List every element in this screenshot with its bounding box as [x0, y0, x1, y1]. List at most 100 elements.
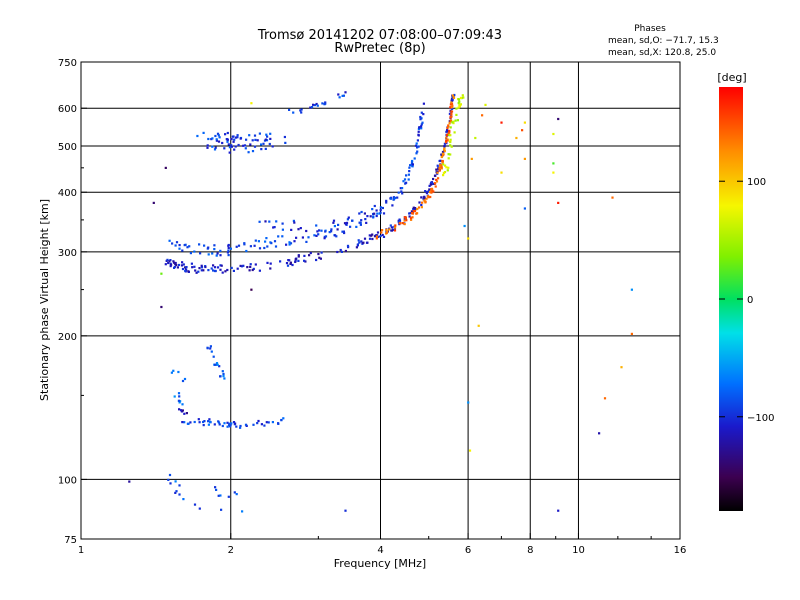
echo-point — [177, 392, 181, 395]
chart-title: Tromsø 20141202 07:08:00–07:09:43 — [257, 28, 502, 43]
echo-point — [305, 240, 308, 243]
echo-point — [445, 166, 448, 169]
echo-point — [223, 422, 226, 425]
echo-point — [308, 254, 311, 257]
echo-point — [323, 237, 326, 240]
echo-point — [453, 131, 456, 134]
echo-point — [221, 424, 224, 428]
echo-point — [420, 123, 423, 126]
echo-point — [450, 110, 453, 113]
echo-point — [181, 379, 185, 383]
echo-point — [173, 395, 176, 398]
echo-point — [420, 206, 423, 209]
echo-point — [299, 227, 302, 230]
echo-point — [500, 121, 503, 124]
echo-point — [422, 102, 425, 105]
echo-point — [396, 196, 399, 199]
echo-point — [221, 271, 224, 274]
echo-point — [410, 212, 414, 215]
echo-point — [186, 422, 189, 425]
echo-point — [630, 332, 633, 335]
echo-point — [442, 163, 445, 166]
echo-point — [440, 166, 443, 169]
echo-point — [288, 241, 291, 244]
echo-point — [377, 235, 380, 238]
echo-point — [344, 249, 347, 253]
echo-point — [244, 423, 248, 426]
echo-point — [448, 122, 451, 125]
echo-point — [254, 239, 257, 242]
echo-point — [172, 260, 175, 263]
echo-point — [271, 145, 274, 148]
echo-point — [177, 263, 181, 267]
y-axis-ticks: 75 100 200 300 400 500 600 750 — [58, 58, 87, 546]
echo-point — [345, 221, 349, 224]
echo-point — [411, 165, 414, 168]
echo-point — [438, 167, 441, 170]
echo-point — [256, 139, 259, 142]
echo-point — [412, 210, 415, 213]
echo-point — [342, 230, 345, 233]
echo-point — [207, 423, 210, 426]
echo-point — [212, 269, 215, 272]
echo-point — [373, 212, 376, 215]
echo-point — [174, 262, 177, 265]
echo-point — [611, 196, 614, 199]
echo-point — [207, 420, 210, 423]
y-tick-label: 600 — [58, 104, 77, 115]
echo-point — [429, 191, 432, 194]
echo-point — [315, 258, 318, 262]
echo-point — [447, 157, 450, 160]
echo-point — [435, 168, 438, 171]
echo-point — [182, 498, 185, 501]
echo-point — [204, 265, 207, 269]
echo-point — [360, 219, 363, 222]
echo-point — [264, 147, 267, 150]
echo-point — [443, 145, 446, 148]
echo-point — [358, 212, 361, 215]
echo-point — [393, 228, 396, 231]
echo-point — [267, 421, 270, 424]
echo-point — [249, 263, 252, 266]
echo-point — [230, 422, 233, 425]
echo-point — [366, 215, 369, 218]
echo-point — [305, 229, 308, 233]
echo-point — [294, 260, 297, 263]
echo-point — [379, 206, 382, 209]
echo-point — [337, 93, 340, 96]
echo-point — [287, 259, 290, 262]
echo-point — [355, 246, 358, 249]
echo-point — [360, 210, 363, 214]
echo-point — [284, 141, 287, 144]
echo-point — [346, 244, 350, 247]
echo-point — [423, 199, 426, 202]
echo-point — [430, 181, 433, 184]
echo-point — [273, 226, 276, 229]
echo-point — [219, 375, 222, 378]
echo-point — [309, 106, 312, 109]
echo-point — [430, 191, 433, 194]
echo-point — [228, 422, 231, 425]
echo-point — [214, 146, 217, 149]
echo-point — [456, 119, 459, 122]
echo-point — [410, 218, 413, 221]
echo-point — [200, 264, 203, 267]
echo-point — [169, 482, 172, 485]
echo-point — [375, 235, 379, 238]
echo-point — [178, 408, 181, 411]
echo-point — [184, 266, 187, 269]
echo-point — [239, 426, 242, 429]
echo-point — [339, 248, 342, 252]
echo-point — [269, 267, 272, 270]
echo-points — [128, 91, 633, 513]
echo-point — [233, 491, 236, 494]
echo-point — [215, 362, 219, 365]
echo-point — [455, 113, 458, 116]
echo-point — [381, 206, 384, 210]
echo-point — [236, 267, 239, 270]
echo-point — [432, 177, 435, 181]
echo-point — [227, 244, 230, 247]
echo-point — [552, 171, 555, 174]
echo-point — [419, 115, 422, 119]
echo-point — [474, 136, 477, 140]
